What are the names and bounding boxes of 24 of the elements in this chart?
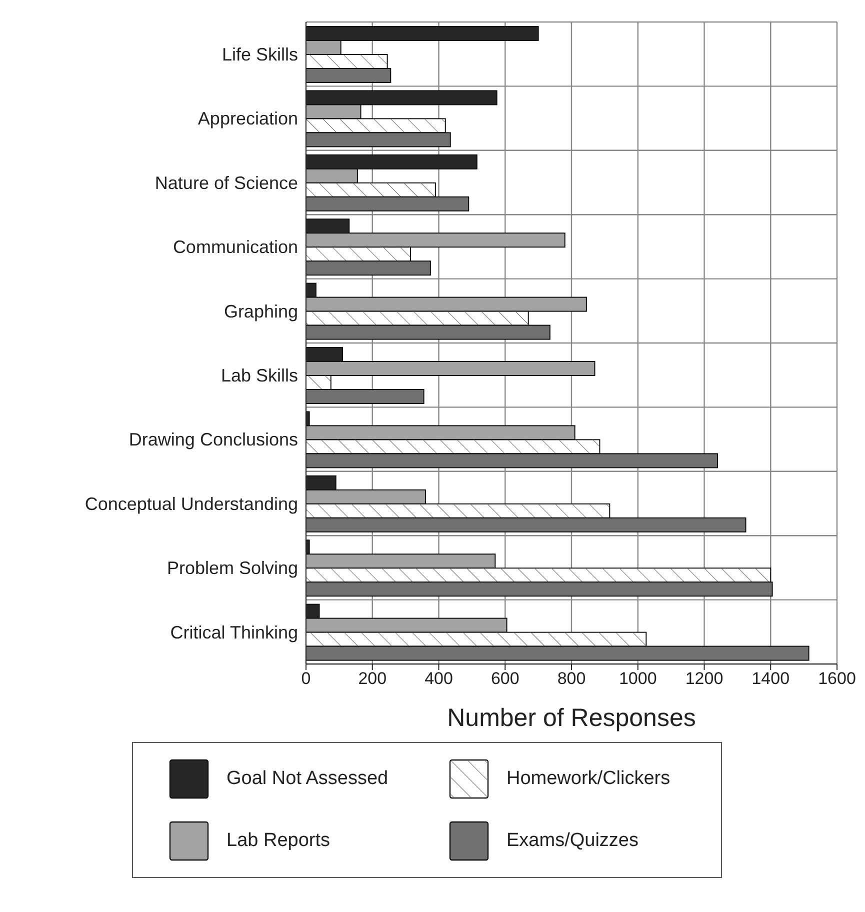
- y-tick-label: Lab Skills: [220, 365, 298, 386]
- y-tick-label: Problem Solving: [166, 558, 298, 578]
- x-tick-label: 400: [424, 669, 453, 688]
- x-tick-label: 1000: [618, 669, 657, 688]
- legend-label: Homework/Clickers: [506, 768, 670, 790]
- x-tick-label: 0: [301, 669, 311, 688]
- y-tick-label: Drawing Conclusions: [128, 430, 298, 450]
- y-tick-label: Graphing: [224, 301, 298, 322]
- x-tick-label: 1200: [685, 669, 724, 688]
- legend-label: Lab Reports: [226, 830, 330, 852]
- x-tick-label: 1400: [752, 669, 790, 688]
- y-tick-label: Appreciation: [198, 108, 298, 129]
- legend-label: Goal Not Assessed: [226, 768, 388, 790]
- legend-label: Exams/Quizzes: [506, 830, 638, 852]
- y-tick-label: Life Skills: [222, 44, 298, 64]
- y-tick-label: Communication: [172, 237, 298, 258]
- x-tick-label: 1600: [818, 669, 856, 688]
- y-tick-label: Conceptual Understanding: [84, 494, 298, 514]
- x-tick-label: 800: [557, 669, 586, 688]
- x-axis-title: Number of Responses: [447, 704, 696, 732]
- x-tick-label: 600: [490, 669, 520, 688]
- y-tick-label: Nature of Science: [154, 172, 298, 193]
- y-tick-label: Critical Thinking: [170, 622, 298, 642]
- x-tick-label: 200: [358, 669, 387, 688]
